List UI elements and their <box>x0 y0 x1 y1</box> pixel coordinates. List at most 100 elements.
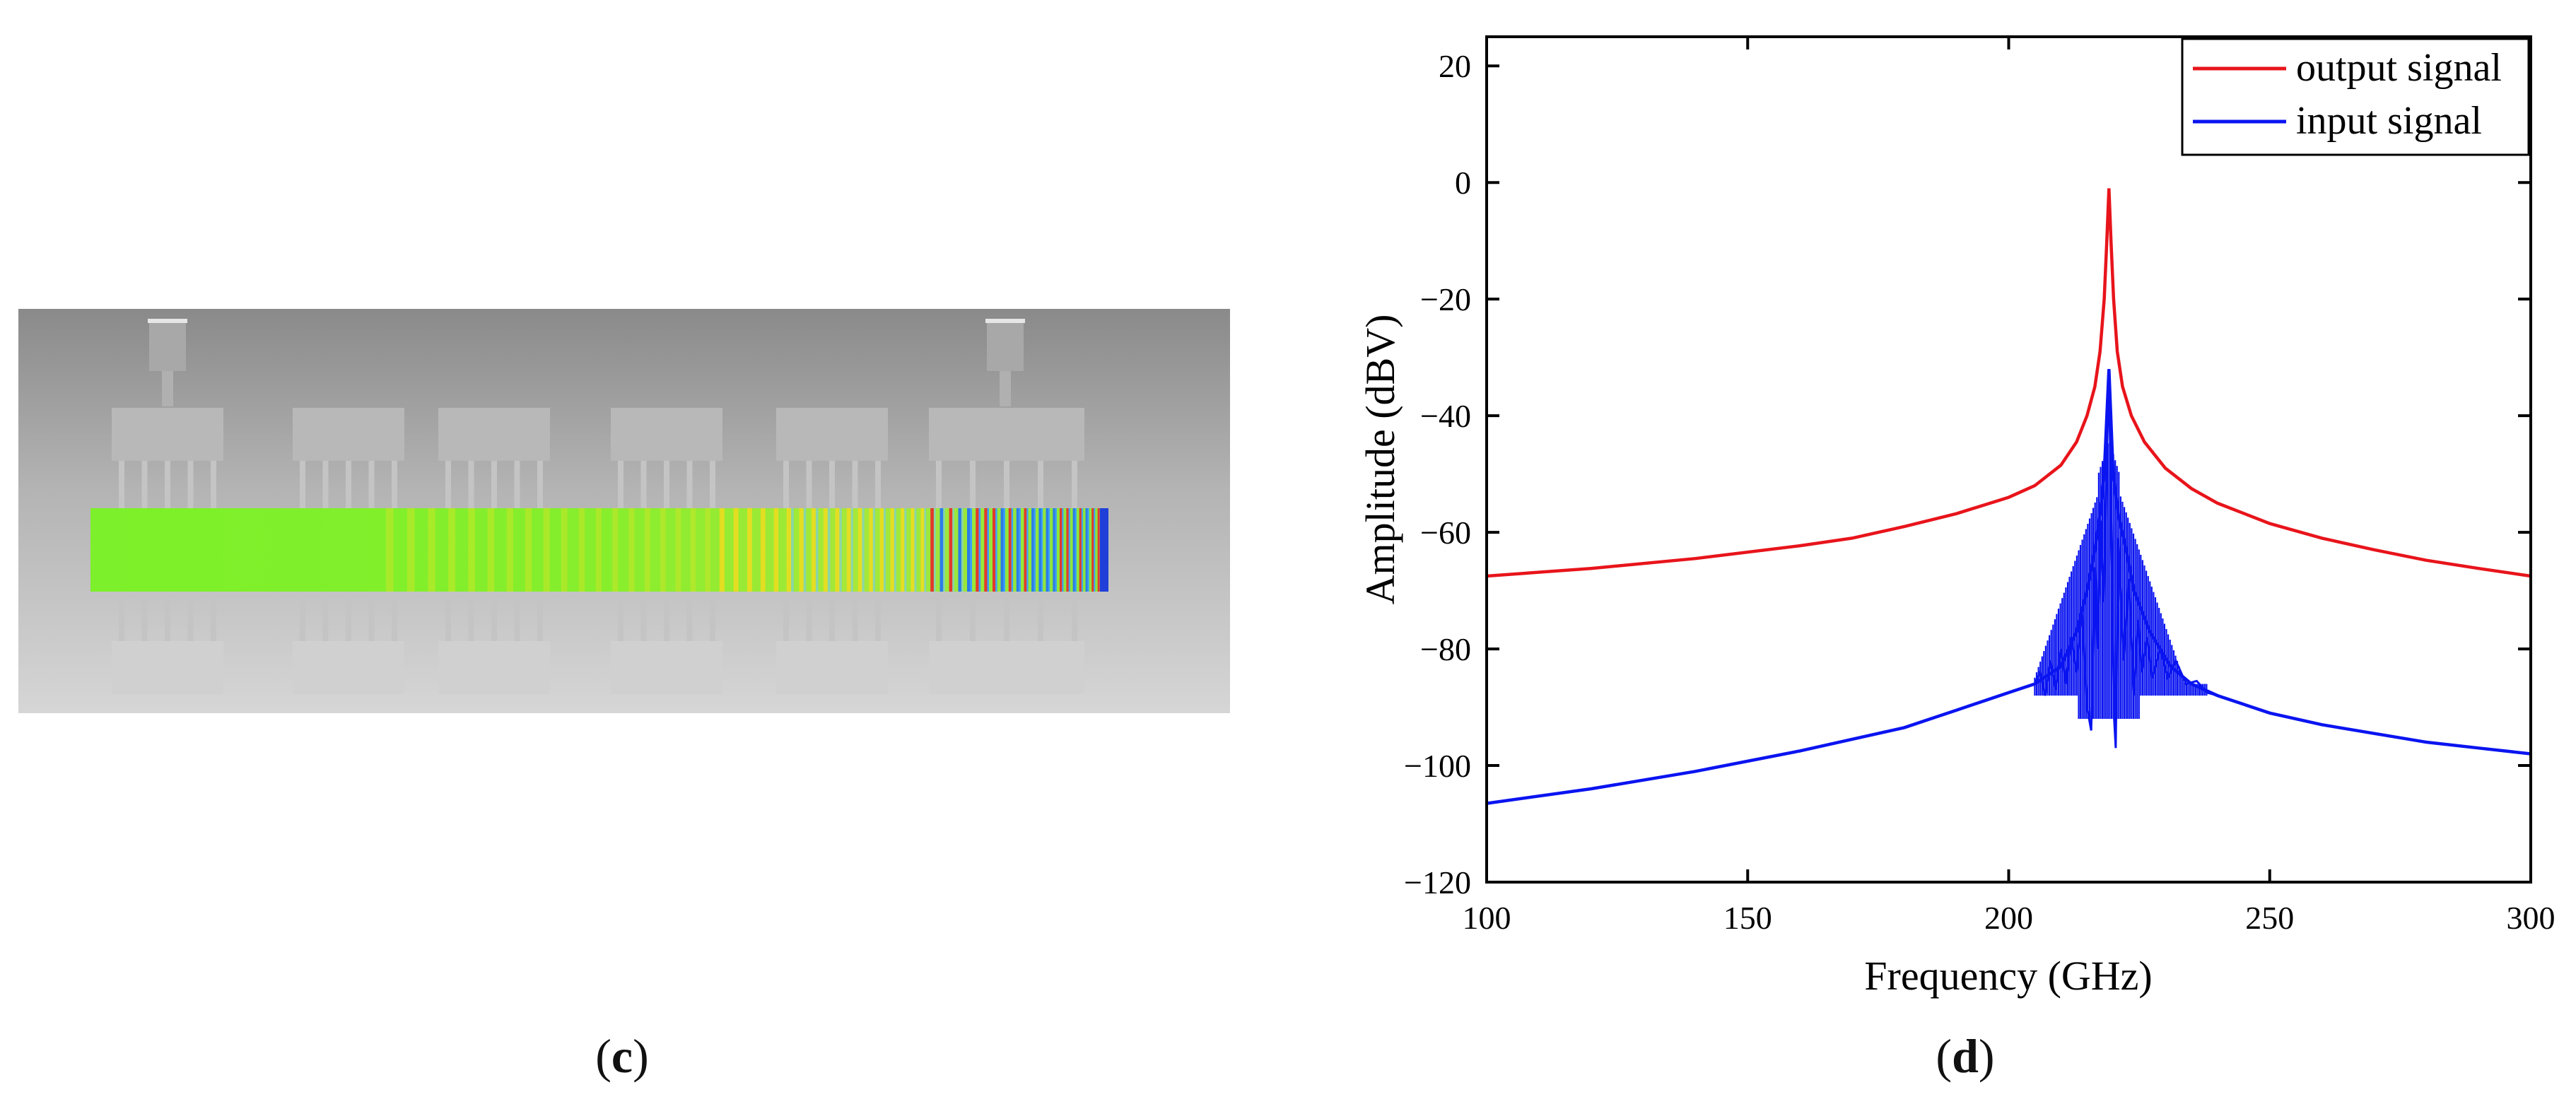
field-stripe <box>543 508 550 592</box>
bottom-pad-5 <box>776 641 888 694</box>
field-stripe-cool <box>862 508 865 592</box>
panel-label-d: (d) <box>1936 1029 1995 1083</box>
field-stripe <box>525 508 532 592</box>
bottom-pad-1 <box>112 641 223 694</box>
field-wave-stripes <box>386 508 1108 592</box>
field-stripe-cool <box>883 508 886 592</box>
x-axis-ticks: 100 150 200 250 300 <box>1463 37 2555 936</box>
field-stripe-cool <box>872 508 876 592</box>
field-stripe <box>958 508 961 592</box>
field-stripe <box>811 508 816 592</box>
field-stripe-cool <box>1026 508 1029 592</box>
y-tick-label: −80 <box>1420 631 1471 667</box>
field-stripe-cool <box>1075 508 1077 592</box>
y-axis-label: Amplitude (dBV) <box>1357 315 1403 605</box>
field-stripe-cool <box>1034 508 1036 592</box>
field-stripe <box>846 508 851 592</box>
field-stripe-cool <box>1087 508 1089 592</box>
field-stripe <box>747 508 752 592</box>
field-stripe <box>1046 508 1048 592</box>
y-tick-label: −100 <box>1404 748 1471 784</box>
field-stripe <box>675 508 681 592</box>
field-stripe <box>719 508 725 592</box>
bottom-pad-3 <box>438 641 550 694</box>
field-stripe <box>993 508 996 592</box>
field-stripe <box>786 508 792 592</box>
field-stripe-cool <box>970 508 973 592</box>
field-stripe <box>595 508 602 592</box>
port-stem-1 <box>162 371 173 406</box>
field-stripe-cool <box>1081 508 1083 592</box>
field-stripe <box>1091 508 1094 592</box>
field-stripe <box>857 508 862 592</box>
field-stripe <box>901 508 905 592</box>
y-tick-label: −60 <box>1420 515 1471 551</box>
field-stripe <box>1016 508 1019 592</box>
legend-label-output: output signal <box>2296 46 2502 90</box>
y-tick-label: −40 <box>1420 398 1471 434</box>
top-pad-3 <box>438 408 550 461</box>
panel-label-c: (c) <box>595 1029 649 1083</box>
field-stripe <box>1053 508 1055 592</box>
field-stripe <box>506 508 513 592</box>
field-stripe <box>561 508 568 592</box>
field-edge <box>1100 508 1108 592</box>
y-tick-label: −20 <box>1420 281 1471 317</box>
x-tick-label: 100 <box>1463 900 1511 936</box>
field-stripe <box>660 508 666 592</box>
field-stripe-cool <box>803 508 807 592</box>
bottom-pad-4 <box>611 641 722 694</box>
x-tick-label: 250 <box>2245 900 2294 936</box>
legend-label-input: input signal <box>2296 99 2482 143</box>
field-stripe-cool <box>995 508 997 592</box>
field-stripe-cool <box>961 508 964 592</box>
field-stripe <box>984 508 988 592</box>
x-axis-label: Frequency (GHz) <box>1864 953 2152 999</box>
field-stripe-cool <box>914 508 917 592</box>
bottom-pad-6 <box>929 641 1084 694</box>
y-axis-ticks: 20 0 −20 −40 −60 −80 −100 −120 <box>1404 48 2531 900</box>
field-stripe <box>487 508 495 592</box>
field-stripe-cool <box>791 508 794 592</box>
field-stripe <box>1097 508 1100 592</box>
field-stripe <box>1031 508 1034 592</box>
field-stripe-cool <box>933 508 936 592</box>
field-stripe-cool <box>1019 508 1021 592</box>
field-stripe <box>644 508 650 592</box>
y-tick-label: 20 <box>1439 48 1471 84</box>
field-stripe <box>930 508 934 592</box>
field-stripe <box>1008 508 1012 592</box>
field-stripe-cool <box>952 508 954 592</box>
x-tick-label: 300 <box>2507 900 2555 936</box>
field-stripe <box>578 508 585 592</box>
top-pad-4 <box>611 408 722 461</box>
field-stripe-cool <box>1094 508 1096 592</box>
field-stripe-cool <box>924 508 927 592</box>
field-stripe <box>468 508 476 592</box>
field-stripe <box>1085 508 1088 592</box>
field-stripe-cool <box>1068 508 1070 592</box>
field-stripe <box>1079 508 1082 592</box>
field-simulation-image <box>18 309 1230 713</box>
field-stripe <box>890 508 894 592</box>
field-stripe-cool <box>943 508 946 592</box>
field-stripe-cool <box>839 508 842 592</box>
port-cap-1 <box>148 319 187 323</box>
field-stripe-cool <box>1011 508 1014 592</box>
series-input-signal-line <box>1486 369 2531 805</box>
port-cap-2 <box>985 319 1025 323</box>
plot-frame <box>1485 35 2532 884</box>
field-stripe <box>386 508 394 592</box>
field-stripe-cool <box>978 508 981 592</box>
series-output-signal-line <box>1486 188 2531 578</box>
field-stripe <box>939 508 944 592</box>
field-stripe-cool <box>827 508 831 592</box>
field-stripe <box>976 508 979 592</box>
series-layer <box>1486 188 2531 805</box>
field-stripe <box>920 508 925 592</box>
field-stripe-cool <box>904 508 907 592</box>
top-pad-2 <box>293 408 404 461</box>
port-1 <box>149 322 186 371</box>
field-stripe <box>911 508 915 592</box>
